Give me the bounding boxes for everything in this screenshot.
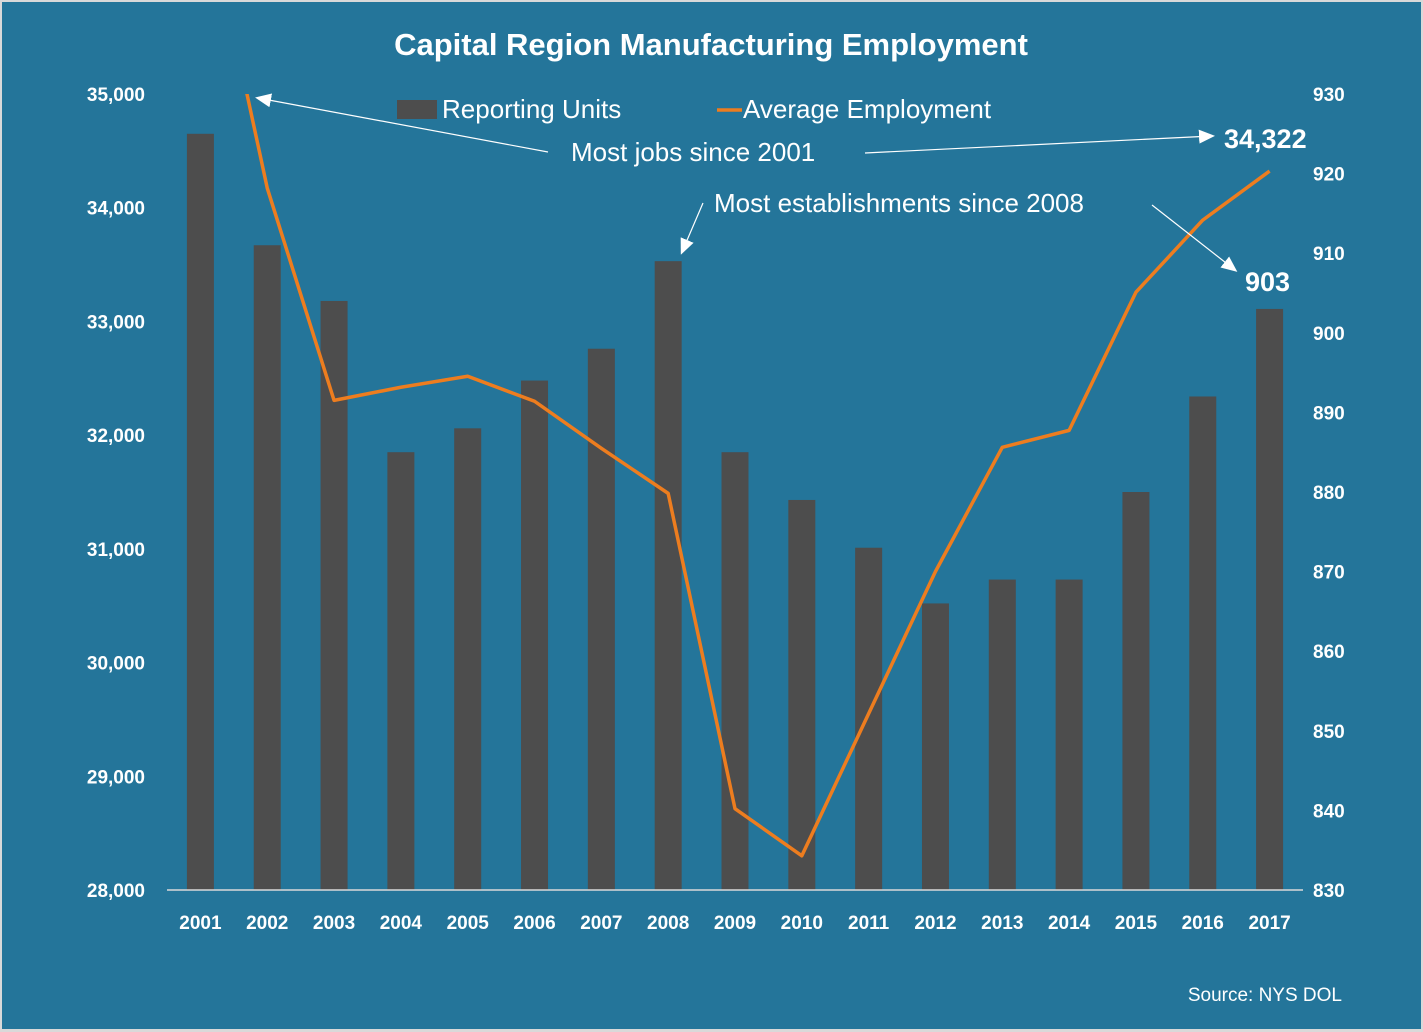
bar-2001: [186, 133, 214, 891]
bar-2009: [721, 452, 749, 890]
legend-swatch-reporting-units: [397, 100, 437, 119]
bar-series-reporting-units: [186, 133, 1284, 891]
right-tick-label: 880: [1313, 483, 1345, 504]
bar-2014: [1055, 579, 1083, 890]
legend-label-reporting-units: Reporting Units: [442, 94, 621, 124]
right-axis: 830 840 850 860 870 880 890 900 910 920 930: [1313, 85, 1345, 902]
x-tick-label: 2012: [914, 913, 956, 934]
annotation-establishments-arrow-right: [1151, 204, 1238, 272]
chart-title: Capital Region Manufacturing Employment: [394, 27, 1028, 62]
right-tick-label: 850: [1313, 722, 1345, 743]
left-tick-label: 33,000: [87, 312, 145, 333]
bar-2007: [587, 348, 615, 891]
left-tick-label: 31,000: [87, 540, 145, 561]
annotation-establishments-arrow-left: [680, 202, 704, 255]
line-series-average-employment: [245, 94, 1271, 858]
bar-2017: [1256, 308, 1284, 890]
left-tick-label: 29,000: [87, 767, 145, 788]
right-tick-label: 840: [1313, 801, 1345, 822]
left-tick-label: 28,000: [87, 881, 145, 902]
annotation-establishments-text: Most establishments since 2008: [714, 188, 1084, 218]
bar-2005: [454, 428, 482, 890]
legend-label-average-employment: Average Employment: [743, 94, 992, 124]
x-tick-label: 2013: [981, 913, 1023, 934]
x-tick-label: 2006: [513, 913, 555, 934]
right-tick-label: 920: [1313, 165, 1345, 186]
bar-2016: [1189, 396, 1217, 890]
bar-2008: [654, 261, 682, 890]
bar-2015: [1122, 492, 1150, 890]
x-axis: 2001 2002 2003 2004 2005 2006 2007 2008 2009 2010…: [179, 913, 1290, 934]
annotation-jobs-arrow-right: [864, 129, 1215, 154]
x-tick-label: 2015: [1115, 913, 1158, 934]
x-tick-label: 2010: [781, 913, 823, 934]
annotation-establishments-value: 903: [1245, 267, 1290, 297]
bar-2006: [521, 380, 549, 890]
right-tick-label: 900: [1313, 324, 1345, 345]
bar-2012: [921, 603, 949, 890]
bar-2002: [253, 245, 281, 891]
bar-2013: [988, 579, 1016, 890]
x-tick-label: 2007: [580, 913, 622, 934]
right-tick-label: 910: [1313, 244, 1345, 265]
x-tick-label: 2004: [380, 913, 423, 934]
right-tick-label: 890: [1313, 403, 1345, 424]
bar-2011: [855, 547, 883, 890]
right-tick-label: 860: [1313, 642, 1345, 663]
left-tick-label: 35,000: [87, 85, 145, 106]
x-tick-label: 2011: [848, 913, 890, 934]
right-tick-label: 870: [1313, 563, 1345, 584]
bar-2010: [788, 499, 816, 890]
x-tick-label: 2002: [246, 913, 288, 934]
x-tick-label: 2001: [179, 913, 222, 934]
x-tick-label: 2005: [447, 913, 490, 934]
annotation-jobs: Most jobs since 2001 34,322: [255, 93, 1307, 167]
x-tick-label: 2009: [714, 913, 756, 934]
x-tick-label: 2016: [1182, 913, 1224, 934]
bar-2004: [387, 452, 415, 890]
right-tick-label: 830: [1313, 881, 1345, 902]
right-tick-label: 930: [1313, 85, 1345, 106]
bar-2003: [320, 300, 348, 891]
x-tick-label: 2017: [1248, 913, 1290, 934]
annotation-establishments: Most establishments since 2008 903: [680, 188, 1290, 297]
left-axis: 28,000 29,000 30,000 31,000 32,000 33,000 34,0…: [87, 85, 145, 902]
x-tick-label: 2014: [1048, 913, 1091, 934]
annotation-jobs-arrow-left: [255, 93, 549, 153]
left-tick-label: 34,000: [87, 199, 145, 220]
x-tick-label: 2003: [313, 913, 355, 934]
annotation-jobs-value: 34,322: [1224, 124, 1307, 154]
legend: Reporting Units Average Employment: [397, 94, 992, 124]
x-tick-label: 2008: [647, 913, 689, 934]
source-note: Source: NYS DOL: [1188, 985, 1342, 1006]
left-tick-label: 32,000: [87, 426, 145, 447]
annotation-jobs-text: Most jobs since 2001: [571, 137, 815, 167]
left-tick-label: 30,000: [87, 654, 145, 675]
